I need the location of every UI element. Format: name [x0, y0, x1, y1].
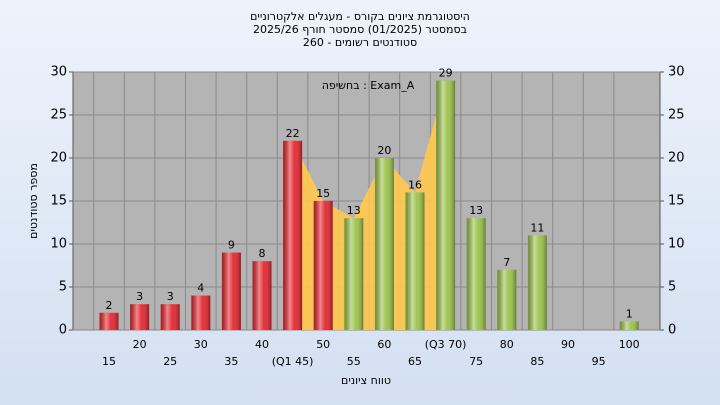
x-tick-label: 95: [592, 355, 606, 368]
bar-shine: [374, 158, 394, 330]
data-label: 20: [377, 144, 391, 157]
x-tick-label: 85: [530, 355, 544, 368]
x-tick-label: 50: [316, 338, 330, 351]
chart-subtitle: בסמסטר (01/2025) סמסטר חורף 2025/26: [253, 23, 467, 36]
x-tick-label: 80: [500, 338, 514, 351]
data-label: 13: [469, 204, 483, 217]
chart-subtitle: סטודנטים רשומים - 260: [303, 36, 417, 49]
x-tick-label: 30: [194, 338, 208, 351]
bar-shine: [252, 261, 272, 330]
data-label: 3: [167, 290, 174, 303]
y2-tick-label: 20: [668, 151, 685, 166]
y2-tick-label: 15: [668, 194, 685, 209]
bar-shine: [221, 252, 241, 330]
bar-shine: [527, 235, 547, 330]
y-tick-label: 25: [50, 108, 67, 123]
y-tick-label: 10: [50, 237, 67, 252]
y-tick-label: 5: [59, 280, 67, 295]
y-axis-label: מספר סטודנטים: [27, 163, 40, 239]
x-tick-label: 90: [561, 338, 575, 351]
y-tick-label: 30: [50, 65, 67, 80]
bar-shine: [313, 201, 333, 330]
bar-shine: [344, 218, 364, 330]
x-tick-label: 35: [224, 355, 238, 368]
data-label: 7: [503, 256, 510, 269]
y2-tick-label: 10: [668, 237, 685, 252]
data-label: 1: [626, 307, 633, 320]
bar-shine: [405, 192, 425, 330]
bar-shine: [99, 312, 119, 330]
data-label: 11: [530, 221, 544, 234]
x-tick-label: 20: [133, 338, 147, 351]
data-label: 9: [228, 239, 235, 252]
x-tick-label: 40: [255, 338, 269, 351]
chart-title: היסטוגרמת ציונים בקורס - מעגלים אלקטרוני…: [250, 10, 470, 23]
x-tick-label: (Q1 45): [272, 355, 314, 368]
y-tick-label: 15: [50, 194, 67, 209]
x-tick-label: (Q3 70): [425, 338, 467, 351]
bar-shine: [497, 269, 517, 330]
x-tick-label: 25: [163, 355, 177, 368]
x-tick-label: 75: [469, 355, 483, 368]
x-tick-label: 100: [619, 338, 640, 351]
bar-shine: [466, 218, 486, 330]
data-label: 4: [197, 282, 204, 295]
x-tick-label: 55: [347, 355, 361, 368]
data-label: 15: [316, 187, 330, 200]
bar-shine: [130, 304, 150, 330]
data-label: 2: [106, 299, 113, 312]
y2-tick-label: 0: [668, 323, 676, 338]
bar-shine: [283, 140, 303, 330]
x-axis-label: טווח ציונים: [341, 374, 391, 387]
bar-shine: [619, 321, 639, 330]
y2-tick-label: 30: [668, 65, 685, 80]
data-label: 22: [286, 127, 300, 140]
x-tick-label: 60: [377, 338, 391, 351]
annotation: בחשיפה : Exam_A: [322, 79, 415, 92]
y-tick-label: 0: [59, 323, 67, 338]
y-tick-label: 20: [50, 151, 67, 166]
data-label: 3: [136, 290, 143, 303]
bar-shine: [160, 304, 180, 330]
x-tick-label: 65: [408, 355, 422, 368]
x-tick-label: 15: [102, 355, 116, 368]
data-label: 8: [259, 247, 266, 260]
bar-shine: [191, 295, 211, 330]
data-label: 16: [408, 178, 422, 191]
y2-tick-label: 25: [668, 108, 685, 123]
data-label: 29: [439, 67, 453, 80]
bar-shine: [436, 80, 456, 330]
data-label: 13: [347, 204, 361, 217]
y2-tick-label: 5: [668, 280, 676, 295]
